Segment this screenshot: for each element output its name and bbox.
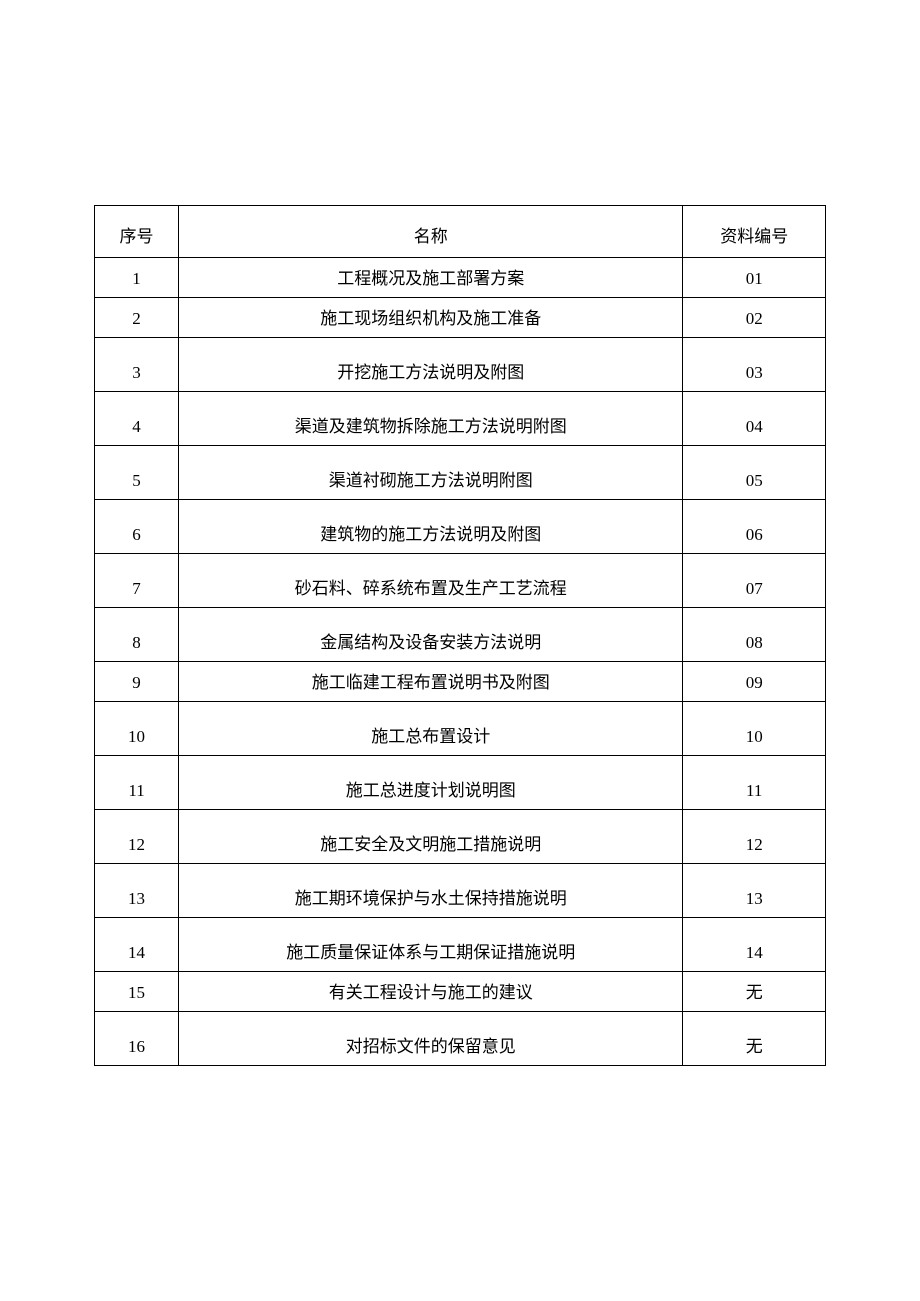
table-row: 12施工安全及文明施工措施说明12: [95, 810, 826, 864]
table-row: 13施工期环境保护与水土保持措施说明13: [95, 864, 826, 918]
cell-code: 05: [683, 446, 826, 500]
table-body: 1工程概况及施工部署方案012施工现场组织机构及施工准备023开挖施工方法说明及…: [95, 258, 826, 1066]
cell-seq: 6: [95, 500, 179, 554]
cell-seq: 10: [95, 702, 179, 756]
header-name: 名称: [179, 206, 683, 258]
cell-name: 渠道及建筑物拆除施工方法说明附图: [179, 392, 683, 446]
table-row: 8金属结构及设备安装方法说明08: [95, 608, 826, 662]
cell-name: 建筑物的施工方法说明及附图: [179, 500, 683, 554]
table-row: 6建筑物的施工方法说明及附图06: [95, 500, 826, 554]
table-row: 4渠道及建筑物拆除施工方法说明附图04: [95, 392, 826, 446]
cell-seq: 14: [95, 918, 179, 972]
cell-name: 施工现场组织机构及施工准备: [179, 298, 683, 338]
cell-code: 09: [683, 662, 826, 702]
cell-code: 无: [683, 972, 826, 1012]
cell-code: 12: [683, 810, 826, 864]
document-table: 序号 名称 资料编号 1工程概况及施工部署方案012施工现场组织机构及施工准备0…: [94, 205, 826, 1066]
cell-name: 对招标文件的保留意见: [179, 1012, 683, 1066]
cell-name: 有关工程设计与施工的建议: [179, 972, 683, 1012]
cell-seq: 8: [95, 608, 179, 662]
table-row: 1工程概况及施工部署方案01: [95, 258, 826, 298]
cell-name: 施工安全及文明施工措施说明: [179, 810, 683, 864]
cell-code: 07: [683, 554, 826, 608]
header-row: 序号 名称 资料编号: [95, 206, 826, 258]
cell-code: 14: [683, 918, 826, 972]
cell-name: 施工临建工程布置说明书及附图: [179, 662, 683, 702]
cell-code: 04: [683, 392, 826, 446]
cell-code: 11: [683, 756, 826, 810]
cell-name: 施工期环境保护与水土保持措施说明: [179, 864, 683, 918]
cell-name: 施工总布置设计: [179, 702, 683, 756]
table-row: 3开挖施工方法说明及附图03: [95, 338, 826, 392]
cell-code: 06: [683, 500, 826, 554]
cell-seq: 13: [95, 864, 179, 918]
cell-name: 开挖施工方法说明及附图: [179, 338, 683, 392]
cell-seq: 16: [95, 1012, 179, 1066]
cell-seq: 2: [95, 298, 179, 338]
table-row: 10施工总布置设计10: [95, 702, 826, 756]
cell-seq: 3: [95, 338, 179, 392]
cell-code: 03: [683, 338, 826, 392]
table-header: 序号 名称 资料编号: [95, 206, 826, 258]
table-row: 14施工质量保证体系与工期保证措施说明14: [95, 918, 826, 972]
cell-name: 金属结构及设备安装方法说明: [179, 608, 683, 662]
cell-code: 02: [683, 298, 826, 338]
cell-code: 01: [683, 258, 826, 298]
table-row: 2施工现场组织机构及施工准备02: [95, 298, 826, 338]
cell-code: 08: [683, 608, 826, 662]
cell-seq: 9: [95, 662, 179, 702]
cell-name: 砂石料、碎系统布置及生产工艺流程: [179, 554, 683, 608]
cell-name: 施工质量保证体系与工期保证措施说明: [179, 918, 683, 972]
cell-name: 工程概况及施工部署方案: [179, 258, 683, 298]
table-row: 7砂石料、碎系统布置及生产工艺流程07: [95, 554, 826, 608]
cell-seq: 12: [95, 810, 179, 864]
cell-seq: 7: [95, 554, 179, 608]
table-row: 11施工总进度计划说明图11: [95, 756, 826, 810]
cell-seq: 11: [95, 756, 179, 810]
cell-code: 10: [683, 702, 826, 756]
cell-name: 渠道衬砌施工方法说明附图: [179, 446, 683, 500]
header-code: 资料编号: [683, 206, 826, 258]
cell-code: 13: [683, 864, 826, 918]
cell-seq: 15: [95, 972, 179, 1012]
cell-name: 施工总进度计划说明图: [179, 756, 683, 810]
table-row: 5渠道衬砌施工方法说明附图05: [95, 446, 826, 500]
table-row: 16对招标文件的保留意见无: [95, 1012, 826, 1066]
cell-code: 无: [683, 1012, 826, 1066]
table-row: 15有关工程设计与施工的建议无: [95, 972, 826, 1012]
header-seq: 序号: [95, 206, 179, 258]
cell-seq: 1: [95, 258, 179, 298]
cell-seq: 4: [95, 392, 179, 446]
cell-seq: 5: [95, 446, 179, 500]
table-row: 9施工临建工程布置说明书及附图09: [95, 662, 826, 702]
